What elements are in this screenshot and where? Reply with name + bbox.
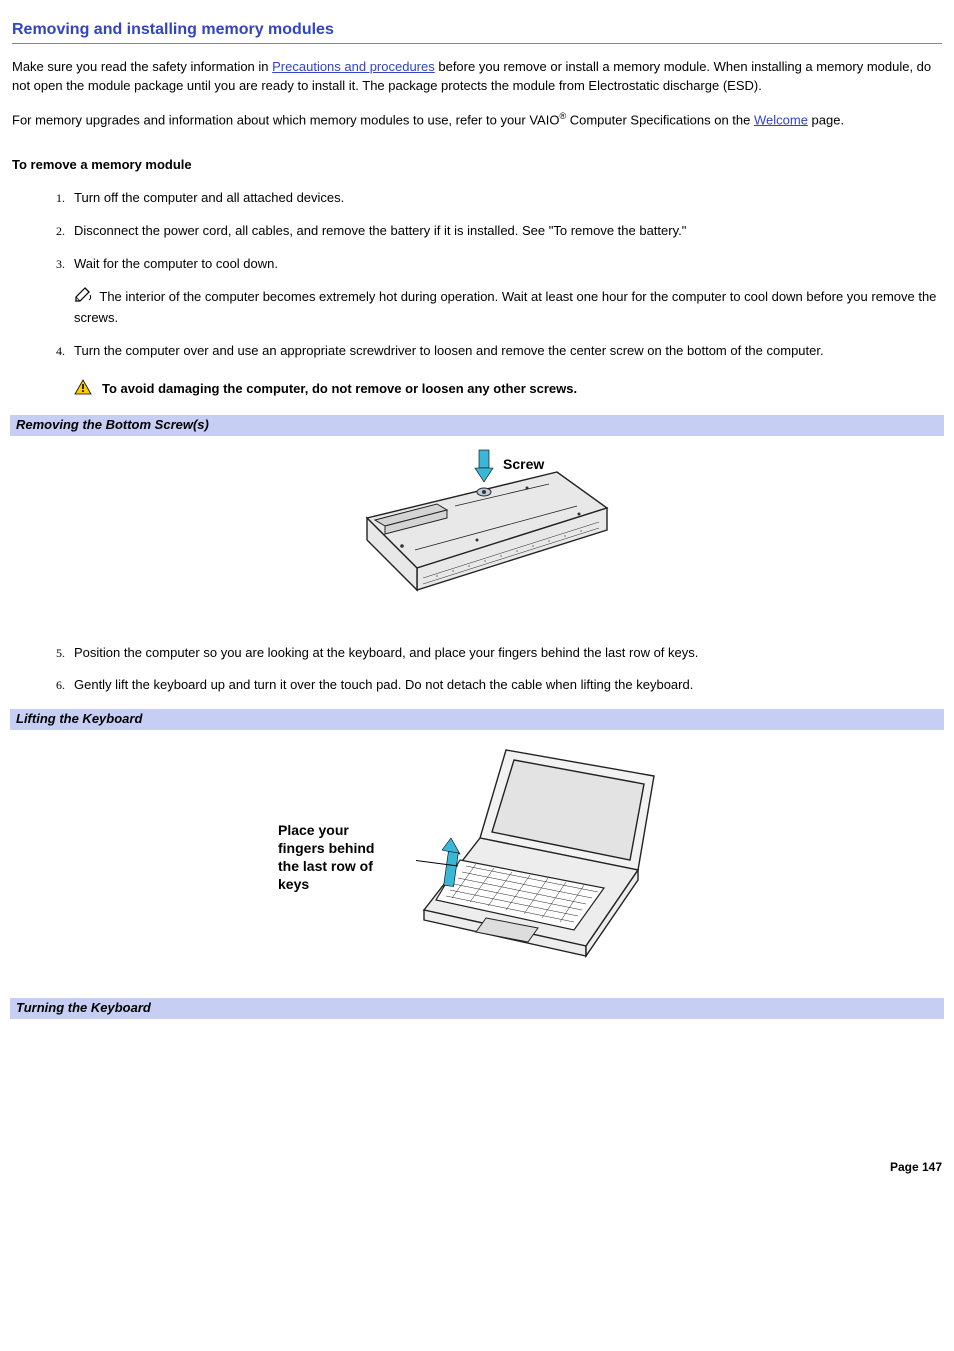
- step-4-warning-text: To avoid damaging the computer, do not r…: [102, 380, 577, 399]
- caption-bottom-screws: Removing the Bottom Screw(s): [10, 415, 944, 436]
- upgrades-paragraph: For memory upgrades and information abou…: [12, 110, 942, 130]
- step-6: Gently lift the keyboard up and turn it …: [68, 676, 942, 695]
- step-3-note: The interior of the computer becomes ext…: [74, 287, 942, 328]
- step-3-note-text: The interior of the computer becomes ext…: [74, 289, 936, 325]
- figure1-svg: [327, 448, 627, 618]
- caption-turning-keyboard: Turning the Keyboard: [10, 998, 944, 1019]
- page-title: Removing and installing memory modules: [12, 18, 942, 44]
- step-1-text: Turn off the computer and all attached d…: [74, 190, 344, 205]
- step-6-text: Gently lift the keyboard up and turn it …: [74, 677, 693, 692]
- steps-list: Turn off the computer and all attached d…: [12, 189, 942, 401]
- step-4-text: Turn the computer over and use an approp…: [74, 343, 824, 358]
- page-number: Page 147: [12, 1159, 942, 1176]
- steps-list-continued: Position the computer so you are looking…: [12, 644, 942, 696]
- intro-paragraph: Make sure you read the safety informatio…: [12, 58, 942, 96]
- step-3-text: Wait for the computer to cool down.: [74, 256, 278, 271]
- figure-lifting-keyboard: Place your fingers behind the last row o…: [12, 742, 942, 972]
- upgrades-prefix: For memory upgrades and information abou…: [12, 112, 559, 127]
- upgrades-mid: Computer Specifications on the: [566, 112, 754, 127]
- subhead-remove-module: To remove a memory module: [12, 156, 942, 175]
- step-2-text: Disconnect the power cord, all cables, a…: [74, 223, 686, 238]
- step-4: Turn the computer over and use an approp…: [68, 342, 942, 401]
- step-4-warning: To avoid damaging the computer, do not r…: [74, 379, 942, 401]
- caption-lifting-keyboard: Lifting the Keyboard: [10, 709, 944, 730]
- intro-text-prefix: Make sure you read the safety informatio…: [12, 59, 272, 74]
- step-5: Position the computer so you are looking…: [68, 644, 942, 663]
- pencil-icon: [74, 287, 94, 309]
- welcome-link[interactable]: Welcome: [754, 112, 808, 127]
- figure-bottom-screws: Screw: [12, 448, 942, 618]
- figure1-screw-label: Screw: [503, 454, 544, 474]
- step-5-text: Position the computer so you are looking…: [74, 645, 698, 660]
- figure2-svg: [416, 742, 676, 972]
- warning-icon: [74, 379, 92, 401]
- figure2-instruction-text: Place your fingers behind the last row o…: [278, 821, 398, 894]
- step-2: Disconnect the power cord, all cables, a…: [68, 222, 942, 241]
- step-3: Wait for the computer to cool down. The …: [68, 255, 942, 329]
- step-1: Turn off the computer and all attached d…: [68, 189, 942, 208]
- upgrades-suffix: page.: [808, 112, 844, 127]
- precautions-link[interactable]: Precautions and procedures: [272, 59, 435, 74]
